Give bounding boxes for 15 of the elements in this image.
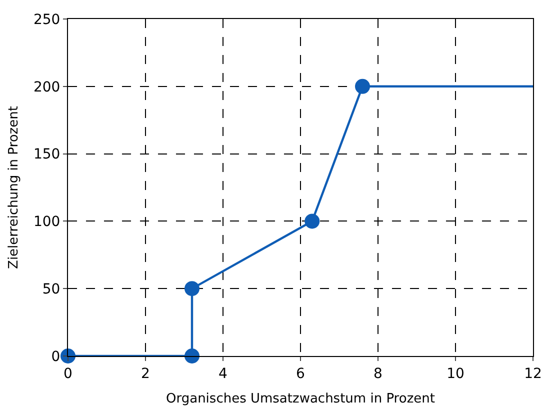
x-tick-label: 12 (524, 366, 542, 382)
y-axis-title: Zielerreichung in Prozent (6, 106, 22, 269)
x-tick-label: 4 (218, 366, 228, 382)
x-axis-title: Organisches Umsatzwachstum in Prozent (166, 391, 435, 406)
x-tick-label: 6 (296, 366, 306, 382)
x-tick-label: 0 (64, 366, 72, 382)
y-tick-label: 200 (33, 79, 60, 96)
y-tick-label: 150 (33, 146, 60, 163)
y-tick-label: 100 (33, 214, 60, 230)
x-tick-label: 2 (141, 366, 150, 382)
y-tick-label: 50 (42, 282, 60, 298)
y-tick-label: 250 (33, 12, 60, 28)
y-tick-label: 0 (51, 348, 60, 365)
x-tick-label: 8 (374, 366, 382, 382)
x-tick-label: 10 (446, 366, 464, 382)
